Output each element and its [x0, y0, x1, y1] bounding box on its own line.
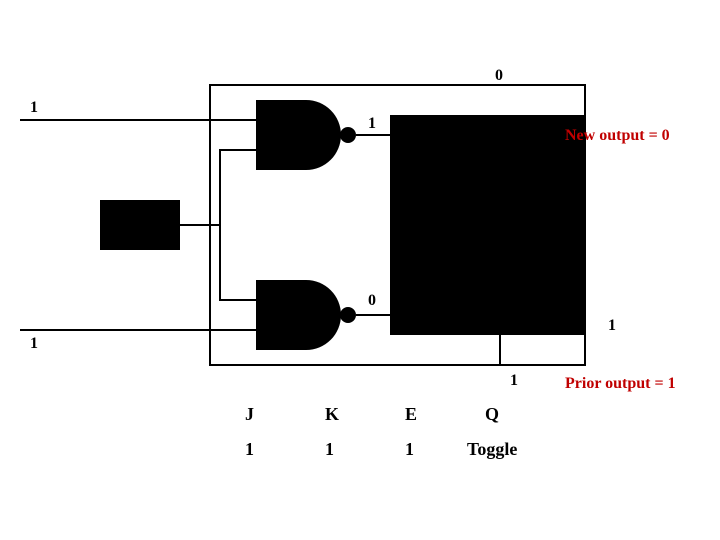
- label-input-bot: 1: [30, 335, 38, 352]
- td-j: 1: [245, 439, 254, 459]
- label-latch-out-bot: 1: [510, 372, 518, 389]
- clock-block: [100, 200, 180, 250]
- label-nand-top-out: 1: [368, 115, 376, 132]
- label-feedback-bot: 1: [608, 317, 616, 334]
- nand-gate-top: [256, 100, 356, 170]
- label-clock: 1: [115, 217, 123, 234]
- nand-gate-bot: [256, 280, 356, 350]
- annotation-new-output: New output = 0: [565, 127, 670, 144]
- td-q: Toggle: [467, 439, 517, 459]
- th-e: E: [405, 404, 417, 424]
- annotation-prior-output: Prior output = 1: [565, 375, 676, 392]
- td-e: 1: [405, 439, 414, 459]
- td-k: 1: [325, 439, 334, 459]
- th-k: K: [325, 404, 339, 424]
- label-input-top: 1: [30, 99, 38, 116]
- th-j: J: [245, 404, 254, 424]
- wire-clk-top: [180, 150, 256, 225]
- jk-latch-diagram: 0 1 1 1 0 1 1 1 Latch New output = 0 Pri…: [0, 0, 720, 540]
- th-q: Q: [485, 404, 499, 424]
- wire-clk-bot: [180, 225, 256, 300]
- label-nand-bot-out: 0: [368, 292, 376, 309]
- label-feedback-top: 0: [495, 67, 503, 84]
- label-latch: Latch: [450, 214, 495, 234]
